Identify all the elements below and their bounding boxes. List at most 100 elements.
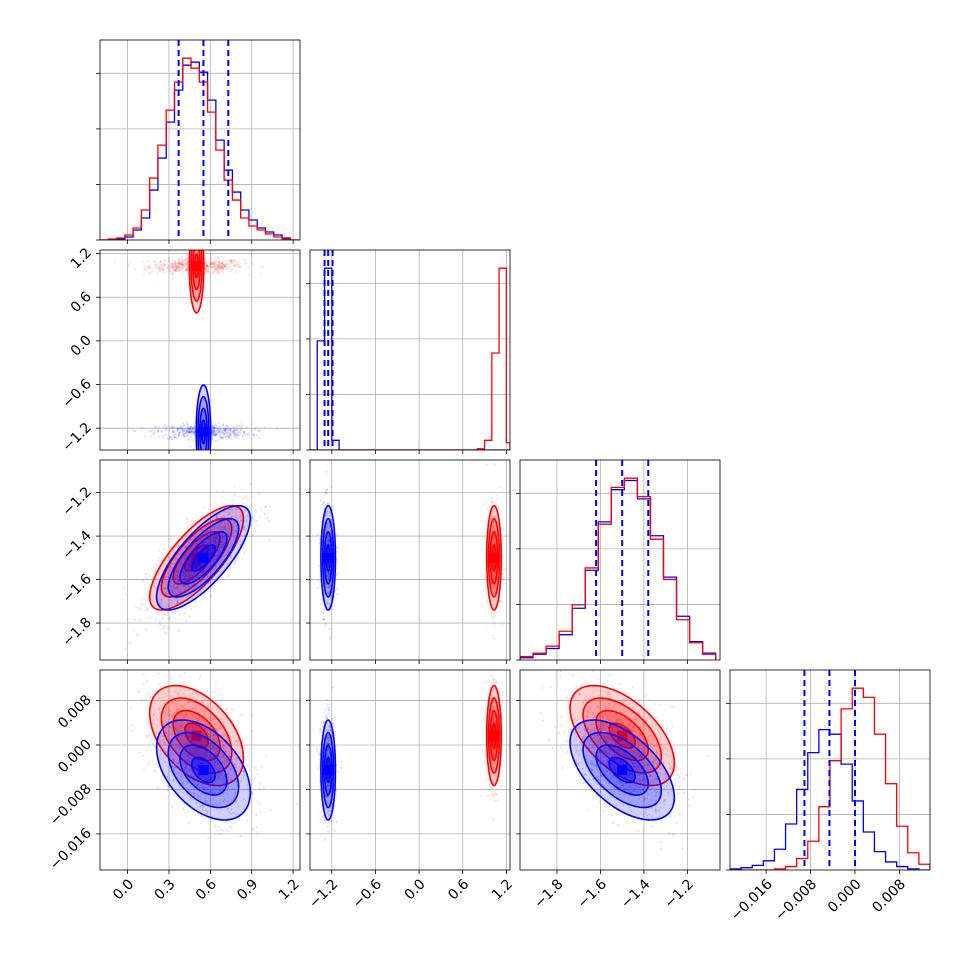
scatter-point [162, 596, 166, 599]
scatter-point [233, 813, 236, 816]
scatter-point [220, 745, 223, 748]
scatter-point [226, 789, 229, 792]
scatter-point [257, 801, 260, 805]
scatter-point [491, 571, 494, 575]
scatter-point [212, 264, 215, 268]
scatter-point [159, 741, 162, 744]
y-tick-label: −1.8 [59, 615, 94, 650]
scatter-point [215, 263, 218, 267]
scatter-point [490, 695, 493, 698]
scatter-point [204, 261, 208, 264]
scatter-point [186, 765, 189, 768]
scatter-point [183, 266, 186, 269]
scatter-point [333, 716, 337, 719]
scatter-point [233, 485, 236, 488]
scatter-point [224, 524, 227, 527]
scatter-point [328, 525, 331, 528]
scatter-point [239, 780, 242, 783]
scatter-point [176, 692, 180, 695]
scatter-point [224, 428, 227, 431]
scatter-point [492, 778, 495, 781]
scatter-point [171, 267, 174, 271]
scatter-point [224, 757, 227, 760]
scatter-point [221, 266, 225, 269]
scatter-point [226, 265, 230, 268]
scatter-point [208, 541, 211, 544]
scatter-point [191, 431, 194, 434]
scatter-point [223, 264, 226, 267]
scatter-point [176, 587, 179, 590]
scatter-point [164, 706, 168, 709]
scatter-point [161, 738, 164, 741]
scatter-point [186, 257, 189, 260]
scatter-point [214, 267, 217, 271]
scatter-point [165, 265, 169, 268]
scatter-point [185, 725, 188, 728]
scatter-point [205, 266, 208, 269]
scatter-point [238, 434, 241, 437]
scatter-point [217, 263, 220, 266]
scatter-point [204, 800, 207, 803]
scatter-point [158, 707, 161, 710]
scatter-point [224, 750, 227, 753]
scatter-point [494, 600, 497, 603]
scatter-point [182, 591, 185, 594]
scatter-point [256, 773, 259, 776]
scatter-point [165, 426, 168, 430]
scatter-point [137, 606, 140, 609]
scatter-point [205, 534, 209, 537]
scatter-point [187, 576, 190, 579]
scatter-point [186, 701, 189, 704]
scatter-point [485, 599, 488, 602]
scatter-point [230, 508, 233, 511]
scatter-point [245, 519, 248, 522]
scatter-point [180, 266, 183, 270]
scatter-point [217, 426, 220, 430]
scatter-point [218, 431, 221, 434]
scatter-point [242, 430, 246, 433]
scatter-point [190, 425, 193, 429]
scatter-point [216, 256, 219, 259]
scatter-point [178, 260, 181, 263]
scatter-point [214, 825, 217, 828]
scatter-point [210, 771, 213, 775]
scatter-point [202, 775, 205, 778]
scatter-point [331, 722, 335, 726]
scatter-point [216, 808, 219, 811]
scatter-point [209, 537, 213, 540]
scatter-point [215, 540, 218, 544]
scatter-point [203, 740, 207, 743]
scatter-point [187, 429, 191, 432]
scatter-point [172, 578, 175, 581]
scatter-point [163, 259, 166, 262]
scatter-point [201, 700, 204, 703]
scatter-point [198, 537, 201, 540]
panel-frame [99, 39, 301, 241]
scatter-point [180, 725, 183, 728]
scatter-point [182, 259, 185, 262]
scatter-point [185, 554, 188, 557]
scatter-point [205, 564, 208, 567]
scatter-point [225, 505, 228, 508]
scatter-point [205, 752, 208, 755]
scatter-point [210, 265, 213, 268]
scatter-point [202, 541, 205, 544]
scatter-point [205, 530, 209, 533]
scatter-point [147, 761, 151, 764]
scatter-point [181, 776, 184, 779]
scatter-point [233, 264, 236, 267]
scatter-point [493, 622, 496, 625]
scatter-point [148, 734, 151, 737]
scatter-point [242, 758, 245, 761]
scatter-point [191, 747, 195, 751]
scatter-point [195, 576, 198, 579]
scatter-point [170, 751, 173, 754]
scatter-point [328, 574, 331, 577]
scatter-point [190, 538, 194, 542]
scatter-point [242, 798, 245, 801]
scatter-point [204, 786, 207, 789]
scatter-point [230, 807, 233, 811]
scatter-point [180, 264, 183, 267]
scatter-point [189, 431, 192, 434]
scatter-point [182, 428, 185, 431]
